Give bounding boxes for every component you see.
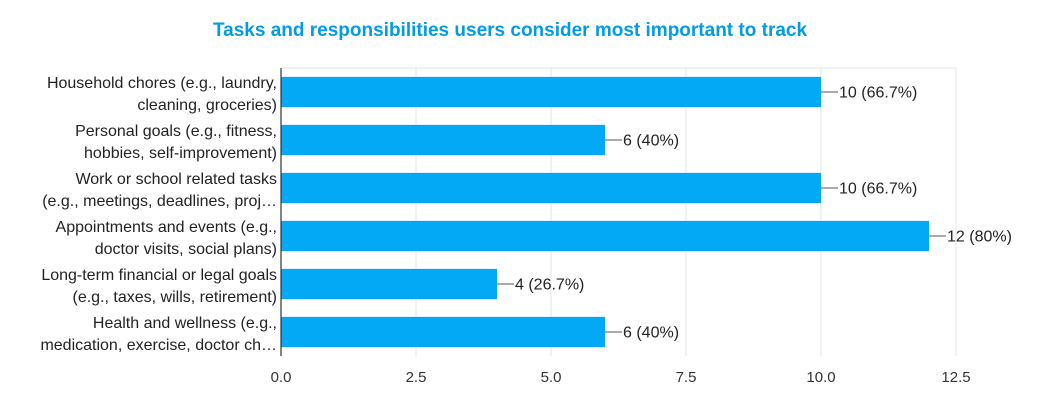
x-tick-label: 2.5 — [406, 369, 427, 386]
category-label-line: Long-term financial or legal goals — [41, 267, 277, 284]
category-label: Long-term financial or legal goals (e.g.,… — [41, 267, 277, 306]
category-label-line: hobbies, self-improvement) — [84, 145, 277, 162]
data-label: 10 (66.7%) — [839, 85, 917, 102]
bars — [281, 76, 929, 348]
bar — [281, 220, 929, 252]
category-label-line: Appointments and events (e.g., — [56, 219, 277, 236]
data-label: 4 (26.7%) — [515, 277, 584, 294]
bar — [281, 316, 605, 348]
x-tick-label: 7.5 — [676, 369, 697, 386]
data-label: 6 (40%) — [623, 325, 679, 342]
x-tick-label: 5.0 — [541, 369, 562, 386]
category-label-line: medication, exercise, doctor ch… — [40, 337, 277, 354]
data-label: 12 (80%) — [947, 229, 1012, 246]
x-tick-label: 10.0 — [806, 369, 835, 386]
category-label-line: doctor visits, social plans) — [95, 241, 277, 258]
labels: 0.0 2.5 5.0 7.5 10.0 12.5 10 (66.7%) Household … — [40, 75, 1011, 386]
chart-title: Tasks and responsibilities users conside… — [212, 20, 808, 41]
category-label: Appointments and events (e.g., doctor vis… — [56, 219, 277, 258]
category-label: Health and wellness (e.g., medication, ex… — [40, 315, 277, 354]
category-label-line: (e.g., meetings, deadlines, proj… — [42, 193, 277, 210]
category-label-line: Personal goals (e.g., fitness, — [75, 123, 277, 140]
category-label-line: Work or school related tasks — [75, 171, 277, 188]
bar — [281, 268, 497, 300]
x-tick-label: 0.0 — [271, 369, 292, 386]
category-label: Household chores (e.g., laundry, cleaning… — [47, 75, 277, 114]
bar — [281, 76, 821, 108]
data-label: 10 (66.7%) — [839, 181, 917, 198]
category-label: Personal goals (e.g., fitness, hobbies, s… — [75, 123, 277, 162]
data-label: 6 (40%) — [623, 133, 679, 150]
bar — [281, 172, 821, 204]
category-label-line: cleaning, groceries) — [137, 97, 277, 114]
gridlines — [281, 67, 957, 356]
category-label: Work or school related tasks (e.g., meeti… — [42, 171, 277, 210]
x-tick-label: 12.5 — [941, 369, 970, 386]
category-label-line: Health and wellness (e.g., — [93, 315, 277, 332]
category-label-line: Household chores (e.g., laundry, — [47, 75, 277, 92]
bar — [281, 124, 605, 156]
category-label-line: (e.g., taxes, wills, retirement) — [73, 289, 278, 306]
